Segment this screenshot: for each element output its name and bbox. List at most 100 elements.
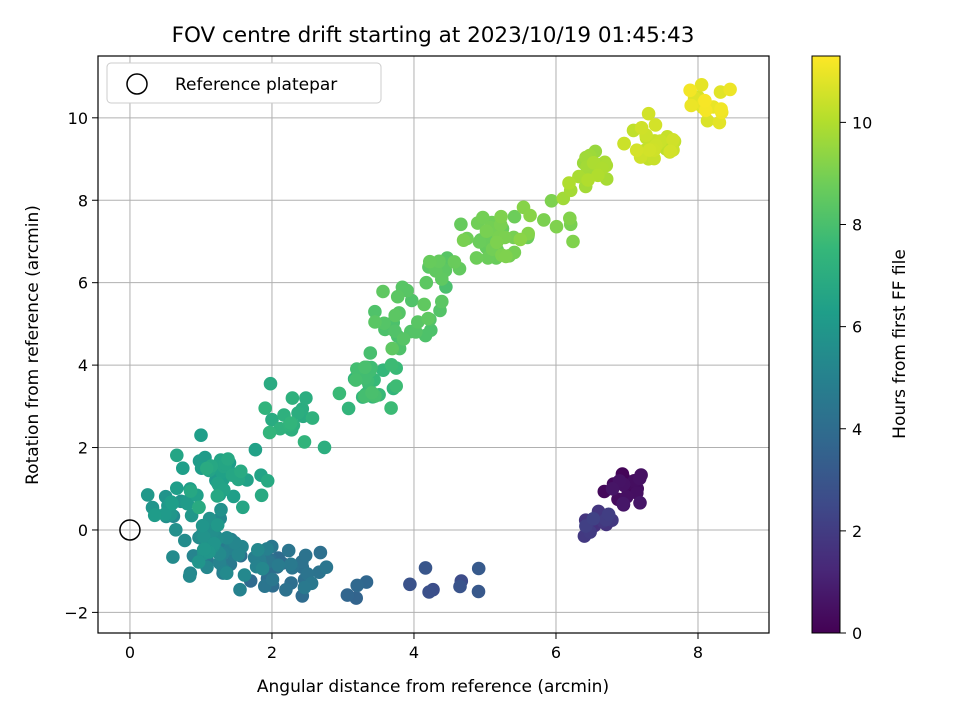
- x-tick-label: 6: [551, 643, 561, 662]
- y-tick-label: 4: [78, 356, 88, 375]
- scatter-point: [419, 275, 434, 290]
- scatter-point: [363, 346, 378, 360]
- scatter-point: [469, 251, 484, 265]
- scatter-point: [471, 561, 486, 576]
- scatter-point: [140, 488, 155, 502]
- scatter-point: [494, 209, 508, 224]
- scatter-point: [170, 481, 184, 496]
- scatter-point: [683, 83, 697, 98]
- scatter-point: [297, 580, 312, 595]
- y-tick-label: 2: [78, 439, 88, 458]
- scatter-point: [291, 406, 305, 420]
- scatter-point: [254, 488, 269, 503]
- scatter-point: [220, 531, 234, 545]
- scatter-point: [566, 234, 580, 249]
- scatter-point: [365, 386, 379, 400]
- scatter-point: [544, 194, 559, 208]
- x-tick-label: 8: [693, 643, 703, 662]
- scatter-point: [368, 304, 382, 319]
- scatter-point: [663, 144, 678, 159]
- scatter-point: [549, 219, 564, 234]
- scatter-point: [472, 235, 487, 249]
- scatter-point: [258, 401, 273, 416]
- scatter-point: [390, 289, 405, 304]
- scatter-point: [632, 471, 647, 486]
- scatter-point: [447, 255, 462, 269]
- colorbar-label: Hours from first FF file: [890, 249, 910, 439]
- colorbar: [811, 55, 841, 634]
- scatter-point: [454, 217, 468, 232]
- scatter-point: [195, 518, 210, 533]
- reference-platepar-marker: [119, 519, 141, 541]
- scatter-point: [166, 550, 180, 564]
- scatter-point: [479, 224, 494, 238]
- scatter-point: [616, 496, 630, 511]
- scatter-point: [271, 558, 286, 573]
- legend-entry-reference-platepar: Reference platepar: [175, 75, 337, 95]
- scatter-point: [523, 208, 537, 223]
- scatter-point: [537, 213, 551, 227]
- scatter-point: [214, 502, 228, 517]
- scatter-point: [265, 572, 280, 587]
- scatter-point: [456, 233, 471, 247]
- scatter-point: [194, 428, 208, 443]
- scatter-point: [712, 115, 727, 130]
- scatter-point: [633, 496, 647, 510]
- legend-box: [106, 62, 382, 104]
- scatter-point: [263, 376, 278, 391]
- colorbar-tick-label: 8: [852, 216, 862, 235]
- y-tick-label: −2: [64, 603, 88, 622]
- colorbar-tick-label: 0: [852, 624, 862, 643]
- y-axis-label: Rotation from reference (arcmin): [23, 205, 43, 485]
- scatter-point: [617, 136, 631, 151]
- scatter-point: [297, 435, 312, 449]
- scatter-point: [642, 143, 657, 157]
- colorbar-ticks: 0 2 4 6 8 10: [840, 113, 872, 643]
- scatter-point: [698, 93, 712, 108]
- colorbar-tick-label: 4: [852, 420, 862, 439]
- scatter-point: [285, 391, 300, 405]
- scatter-point: [411, 315, 425, 329]
- x-tick-label: 0: [125, 643, 135, 662]
- scatter-point: [231, 547, 246, 562]
- legend-marker-icon: [126, 73, 148, 95]
- scatter-point: [176, 461, 190, 476]
- x-axis-ticks: 0 2 4 6 8: [125, 633, 703, 662]
- scatter-point: [586, 512, 601, 526]
- y-tick-label: 8: [78, 191, 88, 210]
- scatter-point: [340, 588, 355, 602]
- scatter-point: [147, 508, 162, 523]
- scatter-point: [178, 533, 192, 548]
- colorbar-tick-label: 2: [852, 522, 862, 541]
- scatter-point: [226, 489, 241, 504]
- scatter-point: [562, 176, 576, 190]
- scatter-point: [423, 254, 437, 269]
- scatter-point: [389, 379, 404, 393]
- scatter-point: [248, 442, 263, 457]
- scatter-point: [349, 373, 363, 387]
- scatter-point: [237, 568, 252, 582]
- legend: Reference platepar: [106, 62, 382, 104]
- scatter-point: [435, 294, 449, 309]
- scatter-point: [299, 391, 313, 405]
- colorbar-tick-label: 10: [852, 113, 872, 132]
- scatter-point: [197, 542, 212, 556]
- scatter-point: [723, 82, 737, 97]
- scatter-point: [341, 401, 356, 416]
- scatter-point: [666, 133, 680, 147]
- scatter-point: [471, 584, 486, 599]
- scatter-point: [210, 489, 225, 503]
- scatter-point: [694, 78, 709, 92]
- scatter-point: [319, 560, 334, 574]
- chart-title: FOV centre drift starting at 2023/10/19 …: [172, 23, 695, 48]
- scatter-point: [192, 500, 206, 515]
- scatter-point: [684, 98, 698, 113]
- scatter-point: [384, 401, 398, 415]
- scatter-point: [513, 232, 528, 247]
- scatter-point: [219, 566, 234, 580]
- scatter-point: [298, 548, 313, 563]
- colorbar-tick-label: 6: [852, 318, 862, 337]
- scatter-point: [169, 523, 183, 537]
- scatter-point: [283, 416, 298, 430]
